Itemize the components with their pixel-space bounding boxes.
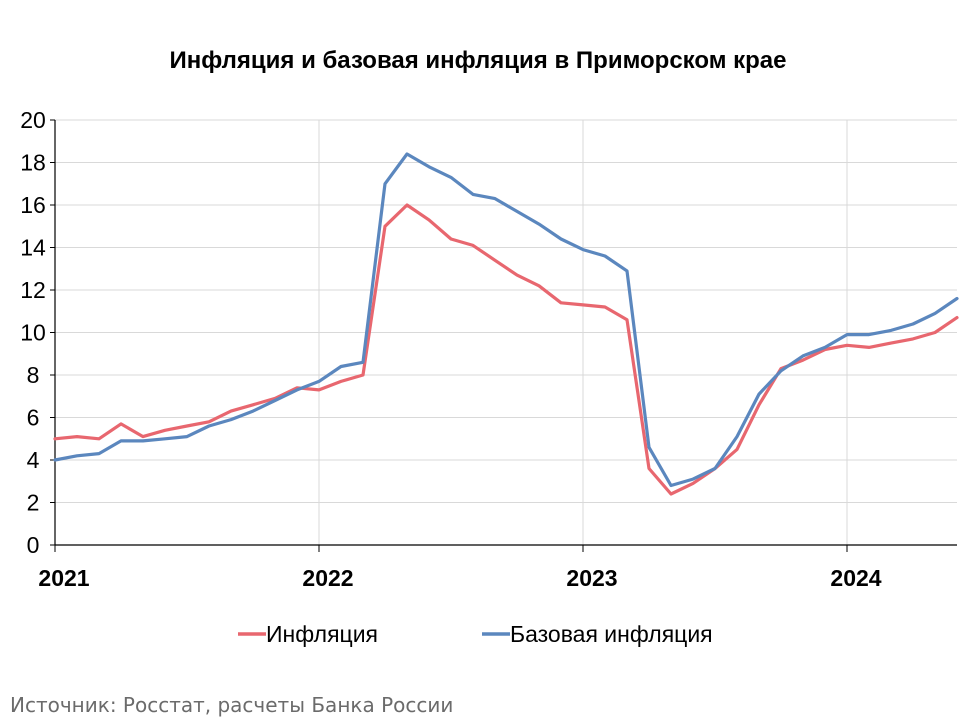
y-tick-label: 16 [20, 192, 46, 218]
y-tick-label: 14 [20, 235, 46, 261]
legend: Инфляция Базовая инфляция [238, 621, 713, 647]
y-tick-label: 18 [20, 150, 46, 176]
series-lines [53, 152, 959, 496]
x-tick-label: 2022 [302, 565, 353, 591]
y-axis-ticks: 0 2 4 6 8 10 12 14 16 18 20 [20, 107, 46, 558]
chart-title: Инфляция и базовая инфляция в Приморском… [169, 47, 786, 74]
y-tick-label: 2 [27, 490, 40, 516]
x-axis-ticks: 2021 2022 2023 2024 [38, 565, 881, 591]
series-line-1 [53, 203, 959, 496]
y-tick-label: 10 [20, 320, 46, 346]
y-tick-label: 0 [27, 532, 40, 558]
y-tick-label: 6 [27, 405, 40, 431]
y-tick-label: 4 [27, 447, 40, 473]
x-tick-label: 2023 [566, 565, 617, 591]
legend-label-2: Базовая инфляция [510, 621, 713, 647]
legend-label-1: Инфляция [266, 621, 378, 647]
y-tick-label: 8 [27, 362, 40, 388]
source-note: Источник: Росстат, расчеты Банка России [10, 693, 453, 717]
axes [50, 119, 957, 552]
x-tick-label: 2021 [38, 565, 89, 591]
x-tick-label: 2024 [830, 565, 881, 591]
y-tick-label: 20 [20, 107, 46, 133]
grid [55, 119, 957, 545]
series-line-2 [53, 152, 959, 488]
y-tick-label: 12 [20, 277, 46, 303]
